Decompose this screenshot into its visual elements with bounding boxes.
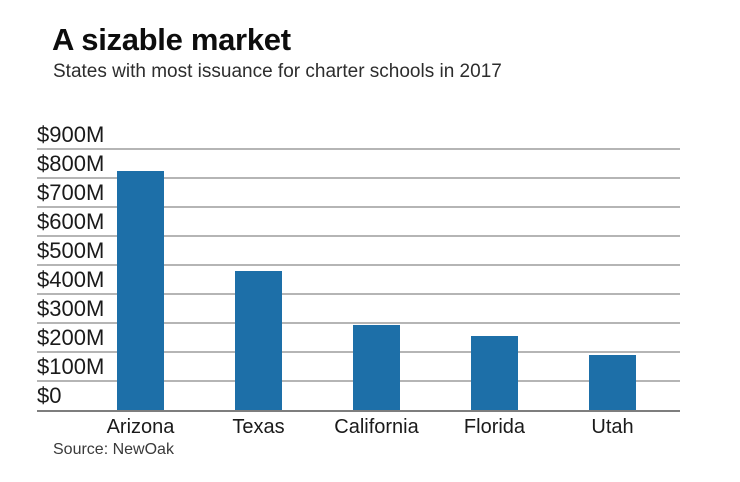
bar-utah (589, 354, 636, 410)
gridline (37, 264, 680, 266)
y-axis-tick-label: $900M (37, 122, 105, 147)
bar-arizona (117, 170, 164, 410)
y-axis-tick-label: $400M (37, 267, 105, 292)
y-axis-tick-label: $800M (37, 151, 105, 176)
y-axis-tick-label: $0 (37, 383, 62, 408)
y-axis-tick-label: $700M (37, 180, 105, 205)
y-axis-tick-label: $100M (37, 354, 105, 379)
gridline (37, 235, 680, 237)
gridline (37, 206, 680, 208)
x-axis-tick-label: California (334, 416, 419, 438)
chart-title: A sizable market (52, 22, 291, 57)
plot-area: $900M $800M $700M $600M $500M $400M $300M $200M… (37, 124, 680, 438)
x-axis-tick-label: Florida (463, 416, 526, 438)
bar-california (353, 324, 400, 410)
chart-subtitle: States with most issuance for charter sc… (53, 61, 502, 82)
bar-texas (235, 270, 282, 410)
gridline (37, 293, 680, 295)
y-axis-tick-label: $200M (37, 325, 105, 350)
gridline (37, 177, 680, 179)
y-axis-tick-label: $600M (37, 209, 105, 234)
x-axis-tick-label: Texas (232, 416, 285, 438)
y-axis-tick-label: $300M (37, 296, 105, 321)
x-axis-tick-label: Utah (591, 416, 634, 438)
bar-florida (471, 336, 518, 410)
gridline (37, 148, 680, 150)
gridline (37, 322, 680, 324)
source-note: Source: NewOak (53, 441, 174, 458)
y-axis-tick-label: $500M (37, 238, 105, 263)
x-axis-tick-label: Arizona (106, 416, 175, 438)
